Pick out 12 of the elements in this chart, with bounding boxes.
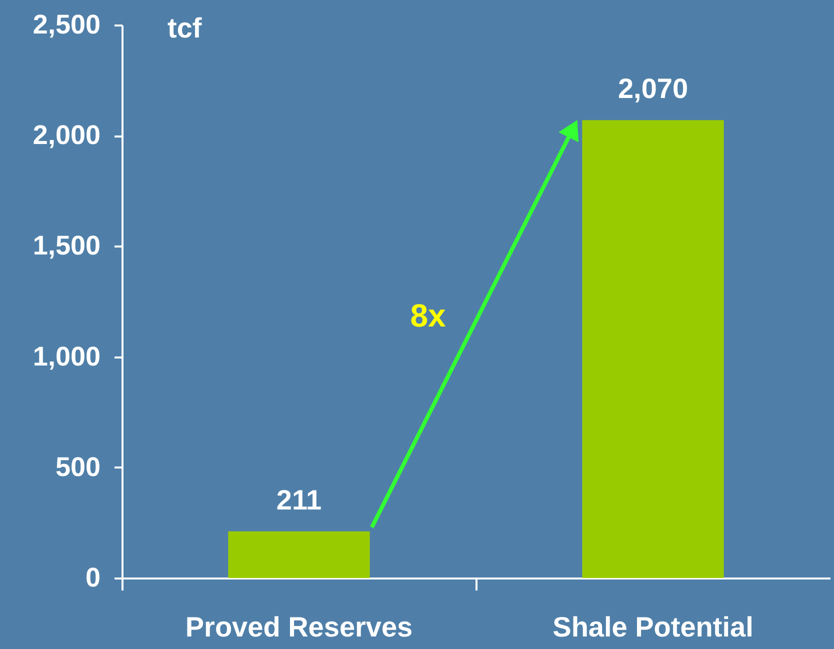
y-tick-label: 500 bbox=[55, 452, 100, 482]
x-tick-label: Proved Reserves bbox=[185, 612, 413, 642]
data-label: 211 bbox=[276, 484, 322, 516]
y-tick-label: 1,000 bbox=[32, 341, 100, 372]
x-tick-label: Shale Potential bbox=[552, 612, 754, 642]
y-tick-label: 2,000 bbox=[32, 120, 100, 150]
y-tick-label: 2,500 bbox=[32, 10, 100, 40]
annotation: 8x bbox=[410, 298, 446, 334]
data-label: 2,070 bbox=[618, 73, 688, 104]
y-axis-title: tcf bbox=[168, 12, 202, 44]
y-tick-label: 0 bbox=[85, 562, 100, 592]
y-tick-label: 1,500 bbox=[32, 230, 100, 261]
